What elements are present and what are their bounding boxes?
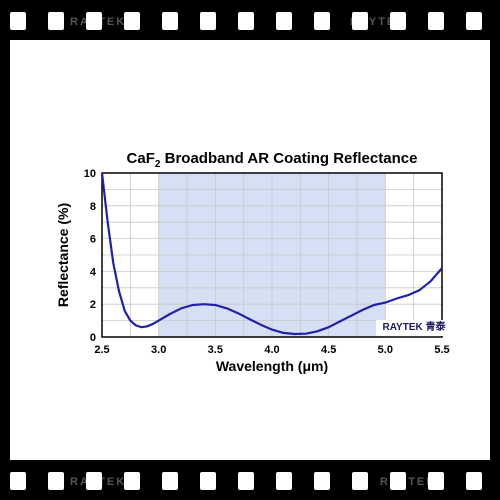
y-tick-label: 0 xyxy=(90,332,96,344)
y-tick-label: 6 xyxy=(90,234,96,246)
chart-title: CaF2 Broadband AR Coating Reflectance xyxy=(127,150,418,170)
film-perforation xyxy=(238,12,254,30)
film-perforation xyxy=(352,12,368,30)
film-perforation xyxy=(86,12,102,30)
x-tick-label: 4.5 xyxy=(321,344,336,356)
plot-border xyxy=(101,172,443,338)
x-tick-label: 5.0 xyxy=(378,344,393,356)
x-axis-label: Wavelength (μm) xyxy=(216,358,328,374)
film-strip-bottom: RAYTEK RAYTEK xyxy=(0,460,500,500)
film-perforation xyxy=(276,472,292,490)
film-perforation xyxy=(162,12,178,30)
film-perforation xyxy=(466,472,482,490)
film-perforation xyxy=(48,472,64,490)
film-perforation xyxy=(162,472,178,490)
x-tick-label: 4.0 xyxy=(264,344,279,356)
film-perforation xyxy=(428,472,444,490)
raytek-logo: RAYTEK 青泰 xyxy=(376,320,452,336)
film-perforation xyxy=(314,472,330,490)
film-perforation xyxy=(200,472,216,490)
x-tick-label: 3.5 xyxy=(208,344,223,356)
film-perforation xyxy=(10,472,26,490)
film-perforation xyxy=(124,12,140,30)
film-strip-top: RAYTEK RAYTEK xyxy=(0,0,500,40)
x-tick-label: 3.0 xyxy=(151,344,166,356)
film-perforation xyxy=(86,472,102,490)
x-tick-label: 5.5 xyxy=(434,344,449,356)
film-perforation xyxy=(466,12,482,30)
film-perforation xyxy=(10,12,26,30)
x-tick-label: 2.5 xyxy=(94,344,109,356)
logo-cjk: 青泰 xyxy=(425,322,446,333)
film-perforation xyxy=(352,472,368,490)
y-tick-label: 4 xyxy=(90,266,97,278)
film-perforation xyxy=(428,12,444,30)
chart-frame: 2.5 3.0 3.5 4.0 4.5 5.0 5.5 0 2 4 6 8 10 CaF2 Broadba… xyxy=(10,40,490,460)
film-perforation xyxy=(390,472,406,490)
film-perforation xyxy=(276,12,292,30)
film-perforation xyxy=(48,12,64,30)
film-perforation xyxy=(314,12,330,30)
film-perforation xyxy=(238,472,254,490)
film-perforation xyxy=(200,12,216,30)
y-tick-label: 2 xyxy=(90,299,96,311)
reflectance-line xyxy=(100,172,443,336)
y-tick-label: 8 xyxy=(90,201,96,213)
y-tick-label: 10 xyxy=(84,168,96,180)
film-perforation xyxy=(390,12,406,30)
reflectance-chart: 2.5 3.0 3.5 4.0 4.5 5.0 5.5 0 2 4 6 8 10 CaF2 Broadba… xyxy=(55,150,450,374)
y-axis-label: Reflectance (%) xyxy=(55,203,71,307)
film-perforation xyxy=(124,472,140,490)
logo-brand: RAYTEK xyxy=(382,322,423,333)
